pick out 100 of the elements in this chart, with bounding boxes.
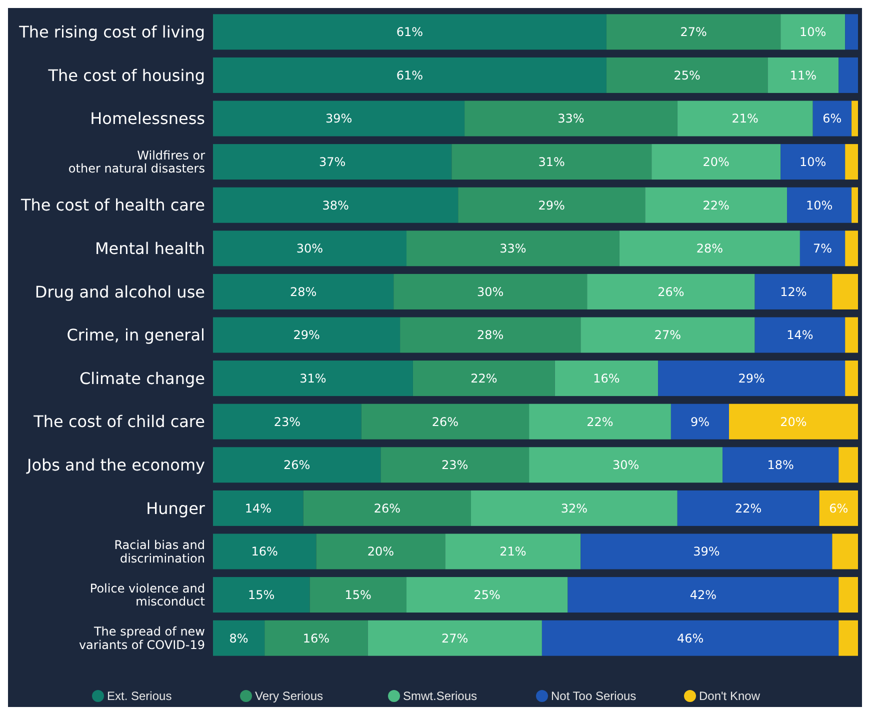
data-label: 32% bbox=[560, 501, 588, 516]
data-label: 16% bbox=[251, 544, 278, 559]
bar bbox=[580, 534, 832, 570]
bar bbox=[606, 14, 781, 50]
data-label: 23% bbox=[274, 414, 301, 429]
data-label: 15% bbox=[344, 588, 372, 602]
bar bbox=[452, 144, 652, 180]
data-label: 26% bbox=[658, 284, 684, 299]
bar bbox=[677, 490, 820, 526]
data-label: 12% bbox=[780, 284, 807, 299]
bar bbox=[580, 317, 755, 353]
bar bbox=[213, 187, 458, 223]
bar bbox=[529, 447, 723, 483]
bar bbox=[213, 490, 304, 526]
data-label: 28% bbox=[290, 284, 317, 299]
bar bbox=[380, 447, 530, 483]
bar bbox=[787, 187, 852, 223]
data-label: 9% bbox=[690, 414, 710, 429]
bar bbox=[213, 14, 606, 50]
data-label: 14% bbox=[244, 501, 272, 516]
bar bbox=[845, 360, 858, 396]
bar bbox=[213, 360, 413, 396]
y-tick-label: Climate change bbox=[79, 368, 205, 388]
y-tick-label: Crime, in general bbox=[66, 326, 205, 345]
bar bbox=[845, 14, 858, 50]
bar bbox=[213, 534, 316, 570]
bar bbox=[213, 230, 406, 266]
data-label: 30% bbox=[296, 242, 324, 256]
bar bbox=[400, 317, 581, 353]
bar bbox=[445, 534, 581, 570]
y-tick-label: Drug and alcohol use bbox=[34, 282, 205, 302]
data-label: 21% bbox=[500, 544, 526, 559]
data-label: 33% bbox=[558, 112, 584, 126]
bar bbox=[670, 404, 729, 440]
data-label: 39% bbox=[693, 544, 720, 559]
legend-label: Not Too Serious bbox=[551, 689, 636, 704]
bar bbox=[213, 620, 265, 656]
bar bbox=[303, 490, 471, 526]
data-label: 39% bbox=[325, 112, 352, 126]
data-label: 27% bbox=[442, 631, 468, 646]
data-label: 10% bbox=[800, 155, 826, 170]
y-tick-label: Police violence and misconduct bbox=[90, 581, 206, 609]
legend-label: Smwt.Serious bbox=[403, 689, 478, 704]
y-tick-label: Racial bias and discrimination bbox=[114, 538, 205, 566]
bar bbox=[838, 57, 858, 93]
data-label: 61% bbox=[396, 25, 424, 40]
data-label: 16% bbox=[593, 372, 620, 386]
bar bbox=[754, 317, 846, 353]
data-label: 18% bbox=[767, 458, 794, 472]
data-label: 26% bbox=[284, 458, 310, 472]
bar bbox=[852, 187, 858, 223]
y-tick-label: Homelessness bbox=[90, 109, 205, 128]
bar bbox=[458, 187, 646, 223]
y-tick-label: The cost of health care bbox=[20, 196, 205, 215]
data-label: 38% bbox=[322, 198, 349, 212]
bar bbox=[619, 230, 800, 266]
bar bbox=[213, 404, 362, 440]
bar bbox=[800, 230, 846, 266]
data-label: 33% bbox=[500, 242, 526, 256]
data-label: 61% bbox=[396, 68, 424, 82]
bar bbox=[529, 404, 671, 440]
data-label: 29% bbox=[293, 328, 320, 342]
data-label: 6% bbox=[829, 501, 848, 516]
bar bbox=[554, 360, 658, 396]
data-label: 26% bbox=[432, 414, 459, 429]
bar bbox=[264, 620, 368, 656]
data-label: 29% bbox=[738, 372, 765, 386]
data-label: 26% bbox=[374, 501, 400, 516]
bar bbox=[754, 274, 832, 310]
bar bbox=[310, 577, 406, 613]
bar bbox=[780, 144, 846, 180]
y-tick-label: The cost of housing bbox=[47, 66, 205, 85]
data-label: 8% bbox=[229, 631, 248, 646]
bar bbox=[213, 144, 452, 180]
bar bbox=[394, 274, 588, 310]
data-label: 23% bbox=[442, 458, 468, 472]
bar bbox=[832, 534, 858, 570]
bar bbox=[406, 230, 620, 266]
bar bbox=[316, 534, 446, 570]
bar bbox=[568, 577, 839, 613]
data-label: 46% bbox=[676, 631, 704, 646]
data-label: 16% bbox=[302, 631, 330, 646]
data-label: 10% bbox=[800, 25, 826, 40]
data-label: 25% bbox=[474, 588, 500, 602]
bar bbox=[213, 100, 465, 136]
bar bbox=[652, 144, 781, 180]
bar bbox=[542, 620, 839, 656]
data-label: 25% bbox=[674, 68, 700, 82]
bar bbox=[845, 230, 858, 266]
bar bbox=[819, 490, 858, 526]
bar bbox=[845, 144, 858, 180]
data-label: 10% bbox=[806, 198, 833, 212]
bar bbox=[464, 100, 678, 136]
bar bbox=[368, 620, 542, 656]
bar bbox=[722, 447, 839, 483]
data-label: 22% bbox=[702, 198, 730, 212]
bar bbox=[471, 490, 678, 526]
data-label: 22% bbox=[586, 414, 614, 429]
bar bbox=[213, 577, 310, 613]
bar bbox=[852, 100, 858, 136]
